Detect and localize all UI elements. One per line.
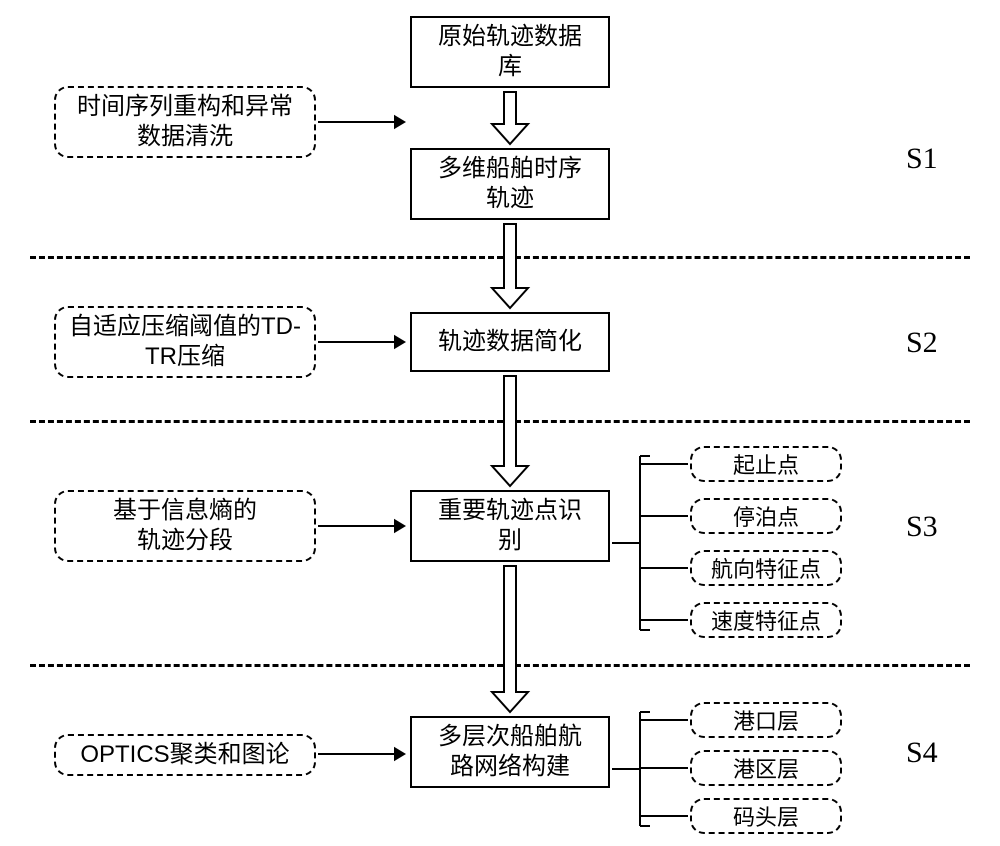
block-arrow (492, 92, 528, 144)
side-arrow-head (394, 747, 406, 761)
block-arrow (492, 376, 528, 486)
side-arrow-head (394, 519, 406, 533)
connectors-layer (0, 0, 1000, 846)
block-arrow (492, 224, 528, 308)
side-arrow-head (394, 115, 406, 129)
block-arrow (492, 566, 528, 712)
side-arrow-head (394, 335, 406, 349)
